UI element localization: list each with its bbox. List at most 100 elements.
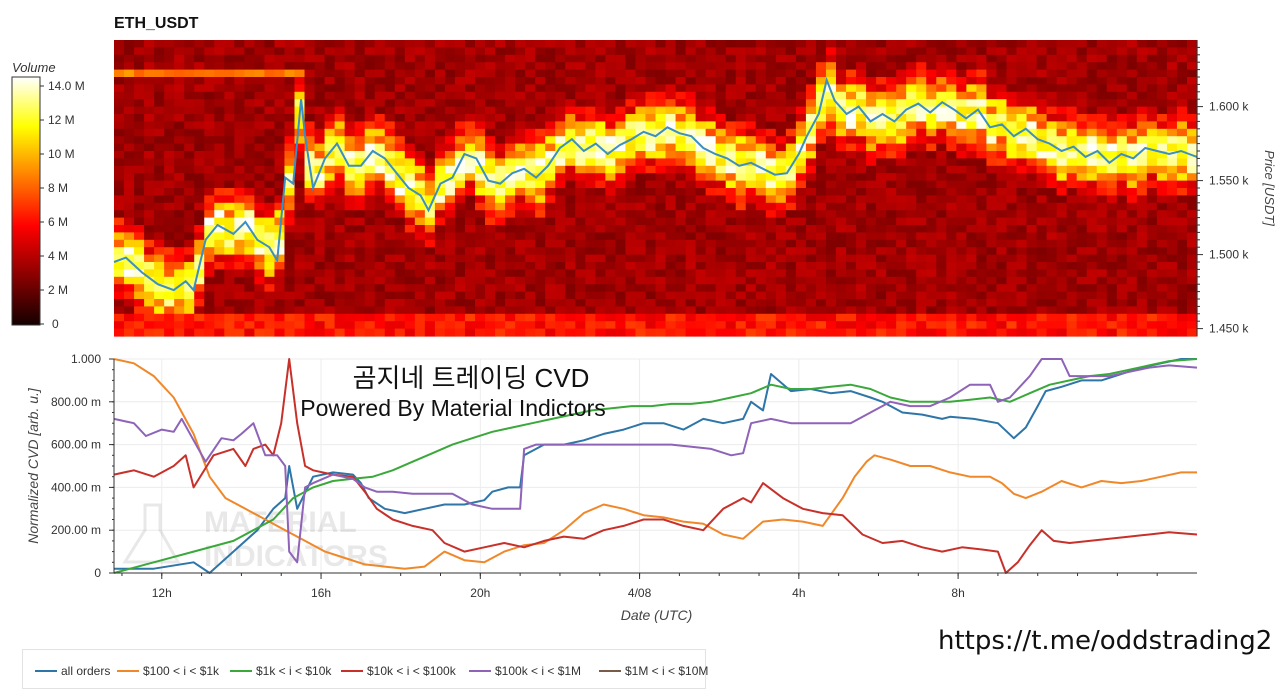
legend-item[interactable]: $100k < i < $1M (469, 664, 581, 678)
heatmap-cell (825, 195, 837, 204)
heatmap-cell (1176, 128, 1188, 137)
heatmap-cell (334, 321, 346, 330)
heatmap-cell (785, 247, 797, 256)
heatmap-cell (936, 254, 947, 263)
heatmap-cell (665, 202, 677, 211)
heatmap-cell (1036, 77, 1048, 85)
heatmap-cell (244, 247, 255, 256)
heatmap-cell (675, 158, 687, 167)
heatmap-cell (1136, 217, 1148, 226)
heatmap-cell (685, 62, 697, 71)
heatmap-cell (515, 291, 526, 300)
heatmap-cell (896, 158, 907, 167)
heatmap-cell (745, 136, 757, 145)
heatmap-cell (244, 291, 255, 300)
heatmap-cell (404, 84, 416, 93)
heatmap-cell (876, 210, 887, 219)
heatmap-cell (214, 69, 225, 78)
heatmap-cell (836, 173, 847, 182)
heatmap-cell (1116, 128, 1128, 137)
heatmap-cell (1006, 99, 1018, 108)
heatmap-cell (1046, 306, 1058, 315)
heatmap-cell (414, 69, 426, 78)
cvd-series-line (113, 358, 1197, 570)
heatmap-cell (665, 269, 677, 278)
heatmap-cell (926, 232, 937, 241)
heatmap-cell (194, 202, 205, 211)
heatmap-cell (1106, 232, 1118, 241)
heatmap-cell (966, 114, 977, 122)
heatmap-cell (1106, 188, 1118, 196)
heatmap-cell (1106, 54, 1118, 63)
heatmap-cell (394, 40, 406, 48)
heatmap-cell (555, 188, 566, 196)
heatmap-cell (1086, 173, 1098, 182)
heatmap-cell (725, 158, 737, 167)
heatmap-cell (1036, 69, 1048, 78)
heatmap-cell (805, 299, 817, 307)
heatmap-cell (525, 328, 536, 337)
heatmap-cell (354, 269, 366, 278)
heatmap-cell (815, 47, 827, 56)
heatmap-cell (976, 262, 988, 270)
heatmap-cell (655, 77, 667, 85)
heatmap-cell (715, 269, 727, 278)
heatmap-cell (605, 173, 616, 182)
heatmap-cell (615, 299, 627, 307)
heatmap-cell (354, 328, 366, 337)
heatmap-cell (1046, 128, 1058, 137)
heatmap-cell (1156, 254, 1168, 263)
heatmap-cell (485, 54, 496, 63)
heatmap-cell (505, 143, 516, 152)
heatmap-cell (825, 121, 837, 130)
heatmap-cell (1116, 165, 1128, 174)
heatmap-cell (976, 217, 988, 226)
heatmap-cell (765, 69, 777, 78)
heatmap-cell (314, 195, 326, 204)
heatmap-cell (414, 239, 426, 248)
legend-item[interactable]: $10k < i < $100k (341, 664, 456, 678)
heatmap-cell (1096, 276, 1108, 285)
heatmap-cell (424, 188, 436, 196)
heatmap-cell (866, 254, 877, 263)
legend-item[interactable]: all orders (35, 664, 110, 678)
heatmap-cell (244, 40, 255, 48)
heatmap-cell (1096, 106, 1108, 115)
heatmap-cell (244, 276, 255, 285)
heatmap-cell (976, 284, 988, 293)
heatmap-cell (344, 328, 356, 337)
heatmap-cell (1006, 165, 1018, 174)
heatmap-cell (665, 291, 677, 300)
heatmap-cell (775, 247, 787, 256)
heatmap-cell (916, 143, 927, 152)
heatmap-cell (805, 254, 817, 263)
heatmap-cell (505, 299, 516, 307)
heatmap-cell (184, 62, 195, 71)
heatmap-cell (264, 299, 276, 307)
heatmap-cell (1106, 276, 1118, 285)
heatmap-cell (805, 165, 817, 174)
heatmap-cell (204, 269, 215, 278)
heatmap-cell (795, 136, 807, 145)
heatmap-cell (414, 136, 426, 145)
heatmap-cell (956, 284, 967, 293)
heatmap-cell (515, 217, 526, 226)
legend-item[interactable]: $1k < i < $10k (230, 664, 331, 678)
heatmap-cell (856, 284, 867, 293)
heatmap-cell (444, 128, 456, 137)
heatmap-cell (886, 284, 897, 293)
legend-item[interactable]: $1M < i < $10M (599, 664, 708, 678)
telegram-link[interactable]: https://t.me/oddstrading2 (938, 626, 1273, 656)
heatmap-cell (495, 313, 506, 322)
heatmap-cell (765, 40, 777, 48)
heatmap-cell (304, 173, 316, 182)
heatmap-cell (936, 269, 947, 278)
heatmap-cell (535, 151, 546, 159)
heatmap-cell (906, 106, 917, 115)
heatmap-cell (685, 84, 697, 93)
heatmap-cell (174, 232, 185, 241)
legend-item[interactable]: $100 < i < $1k (117, 664, 219, 678)
heatmap-cell (374, 188, 386, 196)
heatmap-cell (1006, 299, 1018, 307)
heatmap-cell (896, 202, 907, 211)
